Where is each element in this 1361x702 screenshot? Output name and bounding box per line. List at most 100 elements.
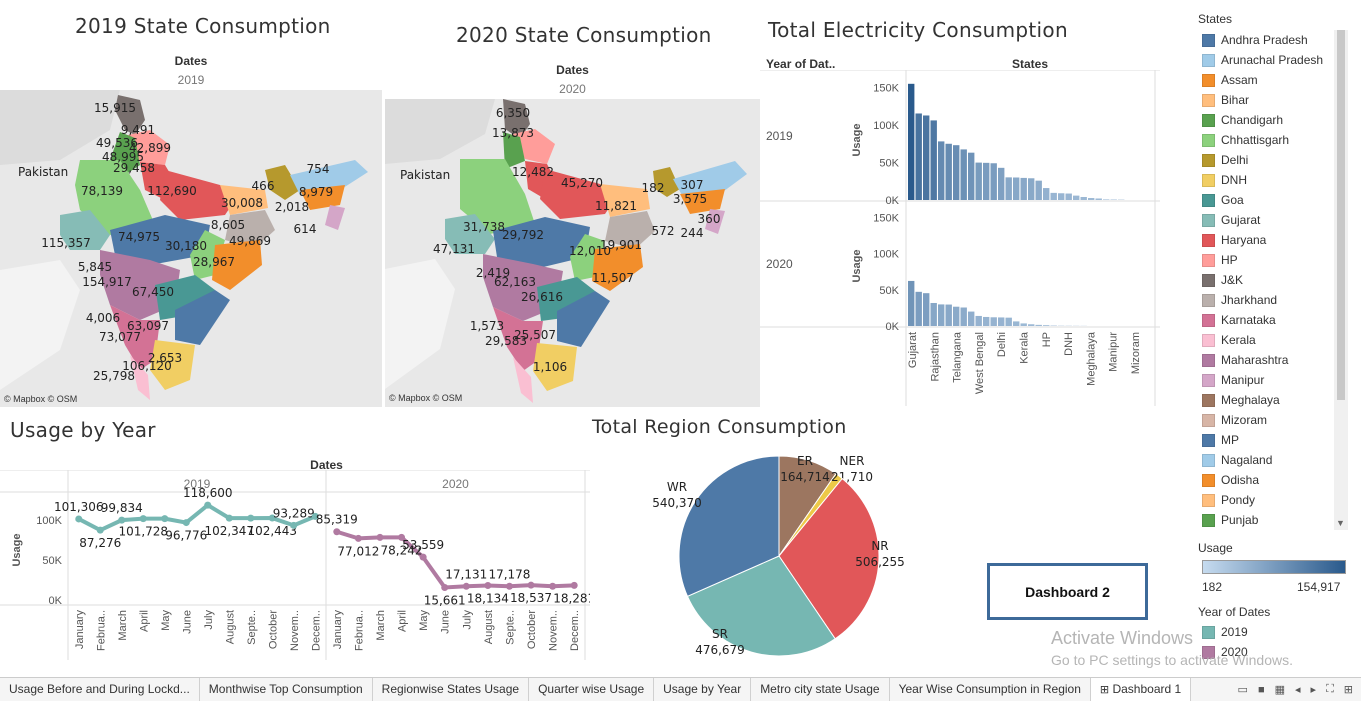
legend-item-odisha[interactable]: Odisha	[1202, 471, 1259, 489]
legend-item-arunachal-pradesh[interactable]: Arunachal Pradesh	[1202, 51, 1323, 69]
bar-2020-10[interactable]	[983, 317, 989, 326]
bar-2019-11[interactable]	[991, 163, 997, 200]
legend-item-mp[interactable]: MP	[1202, 431, 1239, 449]
bar-2019-23[interactable]	[1081, 197, 1087, 200]
line-point-2019-2[interactable]	[118, 517, 125, 524]
legend-item-mizoram[interactable]: Mizoram	[1202, 411, 1267, 429]
tab-metro-city[interactable]: Metro city state Usage	[751, 678, 889, 701]
line-point-2020-10[interactable]	[549, 583, 556, 590]
legend-item-andhra-pradesh[interactable]: Andhra Pradesh	[1202, 31, 1308, 49]
next-sheet-icon[interactable]: ▸	[1311, 683, 1317, 696]
bar-2019-20[interactable]	[1058, 193, 1064, 200]
legend-item-punjab[interactable]: Punjab	[1202, 511, 1258, 529]
tab-monthwise-top[interactable]: Monthwise Top Consumption	[200, 678, 373, 701]
bar-2020-4[interactable]	[938, 304, 944, 326]
bar-2019-12[interactable]	[998, 168, 1004, 200]
legend-scroll-thumb[interactable]	[1337, 30, 1345, 400]
bar-2020-13[interactable]	[1006, 318, 1012, 326]
line-point-2020-9[interactable]	[528, 582, 535, 589]
legend-item-goa[interactable]: Goa	[1202, 191, 1244, 209]
legend-year-item-2019[interactable]: 2019	[1202, 623, 1248, 641]
pie-chart[interactable]: ER164,714NER21,710NR506,255SR476,679WR54…	[640, 445, 920, 665]
bar-2020-18[interactable]	[1043, 325, 1049, 326]
bar-2019-14[interactable]	[1013, 177, 1019, 200]
line-point-2020-7[interactable]	[484, 582, 491, 589]
bar-chart[interactable]: 2019 2020 Usage Usage 0K50K100K150K0K50K…	[760, 70, 1160, 410]
legend-item-meghalaya[interactable]: Meghalaya	[1202, 391, 1280, 409]
bar-2020-16[interactable]	[1028, 324, 1034, 326]
bar-2019-13[interactable]	[1006, 177, 1012, 200]
filmstrip-icon[interactable]: ■	[1258, 684, 1265, 696]
bar-2020-14[interactable]	[1013, 321, 1019, 326]
bar-2020-9[interactable]	[976, 316, 982, 326]
grid-view-icon[interactable]: ⊞	[1344, 683, 1353, 696]
bar-2020-8[interactable]	[968, 312, 974, 326]
legend-item-delhi[interactable]: Delhi	[1202, 151, 1248, 169]
bar-2019-2[interactable]	[923, 115, 929, 200]
legend-item-kerala[interactable]: Kerala	[1202, 331, 1256, 349]
line-point-2020-5[interactable]	[441, 584, 448, 591]
tab-year-wise-region[interactable]: Year Wise Consumption in Region	[890, 678, 1091, 701]
legend-item-chhattisgarh[interactable]: Chhattisgarh	[1202, 131, 1289, 149]
legend-item-manipur[interactable]: Manipur	[1202, 371, 1264, 389]
tab-quarter-wise[interactable]: Quarter wise Usage	[529, 678, 654, 701]
bar-2019-26[interactable]	[1103, 199, 1109, 200]
line-chart[interactable]: Usage0K50K100K2019101,30687,27699,834101…	[0, 470, 590, 665]
bar-2020-1[interactable]	[916, 292, 922, 326]
bar-2020-0[interactable]	[908, 281, 914, 326]
bar-2019-17[interactable]	[1036, 181, 1042, 200]
line-point-2019-7[interactable]	[226, 515, 233, 522]
legend-item-karnataka[interactable]: Karnataka	[1202, 311, 1276, 329]
bar-2019-4[interactable]	[938, 141, 944, 200]
bar-2019-5[interactable]	[946, 144, 952, 200]
bar-2019-7[interactable]	[961, 149, 967, 200]
bar-2019-21[interactable]	[1066, 194, 1072, 200]
tab-usage-by-year[interactable]: Usage by Year	[654, 678, 751, 701]
bar-2019-9[interactable]	[976, 163, 982, 200]
line-point-2019-4[interactable]	[161, 515, 168, 522]
bar-2019-16[interactable]	[1028, 178, 1034, 200]
dashboard-2-button[interactable]: Dashboard 2	[987, 563, 1148, 620]
line-point-2019-0[interactable]	[75, 515, 82, 522]
bar-2019-19[interactable]	[1051, 193, 1057, 200]
sheet-sorter-icon[interactable]: ▭	[1238, 683, 1248, 696]
bar-2020-7[interactable]	[961, 308, 967, 326]
line-point-2019-8[interactable]	[247, 515, 254, 522]
bar-2019-10[interactable]	[983, 163, 989, 200]
tabs-view-icon[interactable]: ▦	[1275, 683, 1285, 696]
tab-regionwise-states[interactable]: Regionwise States Usage	[373, 678, 529, 701]
legend-item-dnh[interactable]: DNH	[1202, 171, 1247, 189]
bar-2020-17[interactable]	[1036, 325, 1042, 326]
bar-2019-1[interactable]	[916, 113, 922, 200]
legend-item-chandigarh[interactable]: Chandigarh	[1202, 111, 1283, 129]
bar-2020-2[interactable]	[923, 293, 929, 326]
line-point-2019-1[interactable]	[97, 527, 104, 534]
line-point-2019-5[interactable]	[183, 519, 190, 526]
legend-item-jharkhand[interactable]: Jharkhand	[1202, 291, 1277, 309]
prev-sheet-icon[interactable]: ◂	[1295, 683, 1301, 696]
line-point-2020-8[interactable]	[506, 583, 513, 590]
bar-2019-0[interactable]	[908, 84, 914, 200]
bar-2019-25[interactable]	[1096, 198, 1102, 200]
legend-item-hp[interactable]: HP	[1202, 251, 1238, 269]
bar-2020-5[interactable]	[946, 305, 952, 326]
tab-usage-before-lockdown[interactable]: Usage Before and During Lockd...	[0, 678, 200, 701]
legend-item-assam[interactable]: Assam	[1202, 71, 1258, 89]
bar-2019-15[interactable]	[1021, 178, 1027, 200]
bar-2020-12[interactable]	[998, 317, 1004, 326]
legend-item-gujarat[interactable]: Gujarat	[1202, 211, 1260, 229]
bar-2020-6[interactable]	[953, 307, 959, 326]
bar-2019-18[interactable]	[1043, 188, 1049, 200]
bar-2019-6[interactable]	[953, 145, 959, 200]
tab-dashboard-1[interactable]: ⊞ Dashboard 1	[1091, 678, 1191, 701]
bar-2020-11[interactable]	[991, 317, 997, 326]
line-point-2020-0[interactable]	[333, 528, 340, 535]
line-point-2020-2[interactable]	[376, 534, 383, 541]
line-point-2020-6[interactable]	[463, 583, 470, 590]
bar-2019-8[interactable]	[968, 153, 974, 200]
legend-item-nagaland[interactable]: Nagaland	[1202, 451, 1272, 469]
line-point-2019-6[interactable]	[204, 502, 211, 509]
bar-2019-3[interactable]	[931, 120, 937, 200]
